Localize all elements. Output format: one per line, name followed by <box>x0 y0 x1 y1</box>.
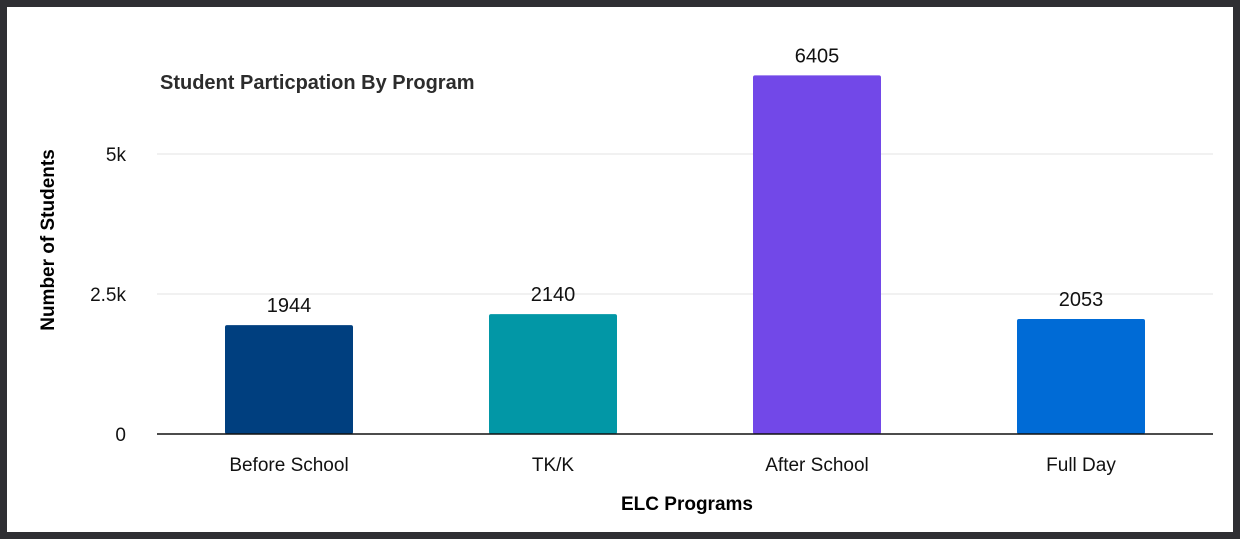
x-tick-label: TK/K <box>532 455 575 476</box>
y-tick-label: 2.5k <box>90 285 126 306</box>
chart-card: Student Particpation By Program 0 2.5k 5k … <box>7 7 1233 532</box>
data-label: 1944 <box>267 295 312 317</box>
chart-title: Student Particpation By Program <box>160 72 475 94</box>
y-axis-ticks: 0 2.5k 5k <box>90 145 126 446</box>
bar-full-day <box>1017 319 1145 434</box>
y-tick-label: 5k <box>106 145 127 166</box>
x-axis-categories: Before School TK/K After School Full Day <box>229 455 1116 476</box>
data-label: 2140 <box>531 284 576 306</box>
data-label: 2053 <box>1059 289 1104 311</box>
bar-chart: Student Particpation By Program 02.5k5k … <box>38 45 1213 515</box>
data-label: 6405 <box>795 45 840 67</box>
bar-after-school <box>753 75 881 434</box>
bar-tk-k <box>489 314 617 434</box>
y-tick-label: 0 <box>115 425 126 446</box>
bars: 1944 2140 6405 2053 <box>225 45 1145 434</box>
x-axis-title: ELC Programs <box>621 494 753 515</box>
x-tick-label: Before School <box>229 455 348 476</box>
gridlines <box>157 153 1213 295</box>
bar-before-school <box>225 325 353 434</box>
x-tick-label: After School <box>765 455 869 476</box>
y-axis-title: Number of Students <box>38 149 59 331</box>
x-tick-label: Full Day <box>1046 455 1116 476</box>
